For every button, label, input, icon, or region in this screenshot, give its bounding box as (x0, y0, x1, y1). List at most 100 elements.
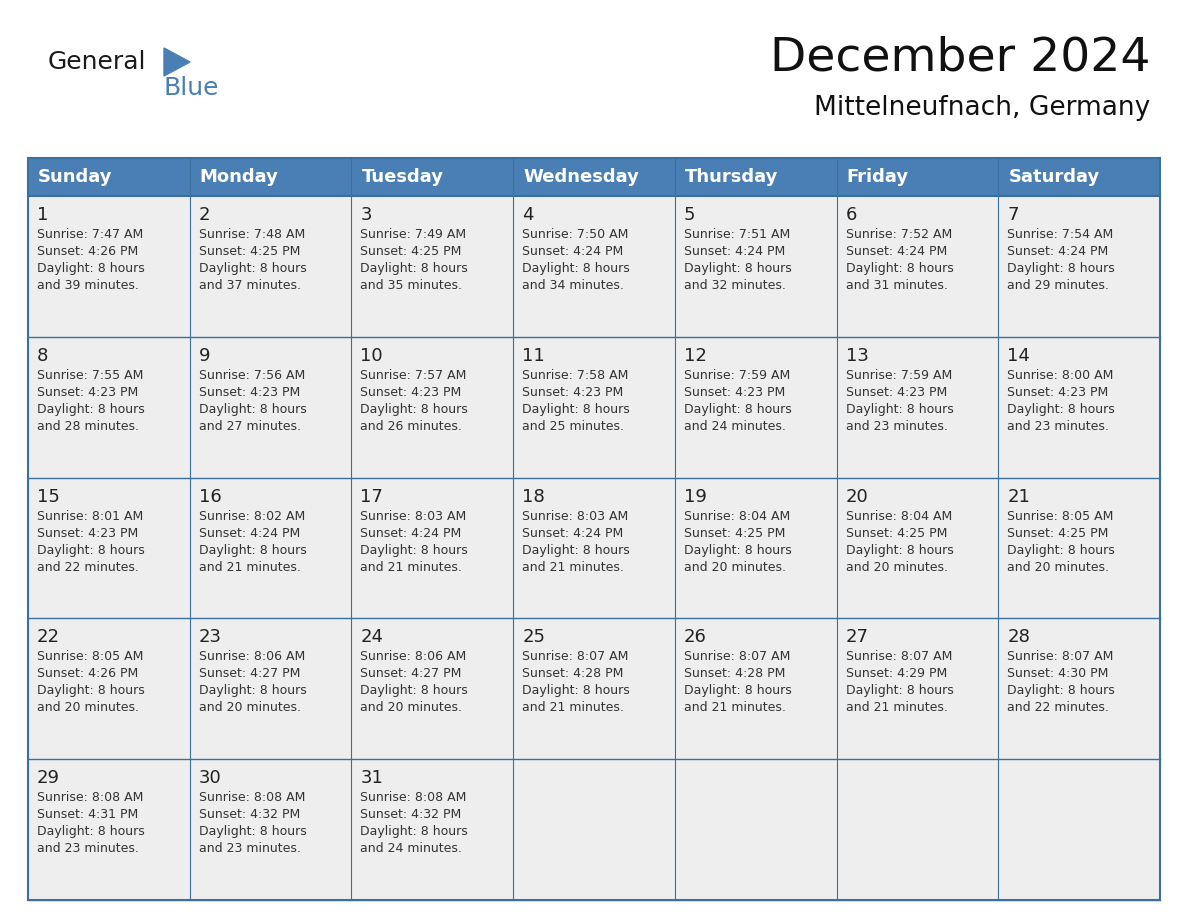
Text: Sunrise: 8:07 AM: Sunrise: 8:07 AM (846, 650, 952, 664)
Bar (836, 158, 998, 196)
Text: Daylight: 8 hours: Daylight: 8 hours (360, 685, 468, 698)
Text: Sunset: 4:28 PM: Sunset: 4:28 PM (523, 667, 624, 680)
Text: and 34 minutes.: and 34 minutes. (523, 279, 624, 292)
Text: Sunrise: 8:04 AM: Sunrise: 8:04 AM (684, 509, 790, 522)
Text: 18: 18 (523, 487, 545, 506)
Text: Daylight: 8 hours: Daylight: 8 hours (37, 543, 145, 556)
Text: Daylight: 8 hours: Daylight: 8 hours (846, 262, 953, 275)
Text: 6: 6 (846, 206, 857, 224)
Text: Sunset: 4:24 PM: Sunset: 4:24 PM (684, 245, 785, 258)
Text: 8: 8 (37, 347, 49, 364)
Text: Sunrise: 8:08 AM: Sunrise: 8:08 AM (198, 791, 305, 804)
Text: and 21 minutes.: and 21 minutes. (198, 561, 301, 574)
Text: Daylight: 8 hours: Daylight: 8 hours (198, 262, 307, 275)
Text: and 27 minutes.: and 27 minutes. (198, 420, 301, 432)
Text: Sunday: Sunday (38, 168, 113, 186)
Text: 15: 15 (37, 487, 59, 506)
Text: Sunrise: 7:48 AM: Sunrise: 7:48 AM (198, 228, 305, 241)
Text: Sunrise: 8:08 AM: Sunrise: 8:08 AM (37, 791, 144, 804)
Text: and 23 minutes.: and 23 minutes. (37, 842, 139, 856)
Text: and 26 minutes.: and 26 minutes. (360, 420, 462, 432)
Text: Daylight: 8 hours: Daylight: 8 hours (37, 262, 145, 275)
Text: Daylight: 8 hours: Daylight: 8 hours (846, 403, 953, 416)
Text: Tuesday: Tuesday (361, 168, 443, 186)
Text: and 28 minutes.: and 28 minutes. (37, 420, 139, 432)
Text: Sunset: 4:23 PM: Sunset: 4:23 PM (37, 527, 138, 540)
Text: and 23 minutes.: and 23 minutes. (846, 420, 948, 432)
Text: Sunset: 4:32 PM: Sunset: 4:32 PM (198, 808, 299, 822)
Text: 13: 13 (846, 347, 868, 364)
Text: Friday: Friday (847, 168, 909, 186)
Text: Sunrise: 7:47 AM: Sunrise: 7:47 AM (37, 228, 144, 241)
Text: 1: 1 (37, 206, 49, 224)
Text: Daylight: 8 hours: Daylight: 8 hours (360, 543, 468, 556)
Text: December 2024: December 2024 (770, 36, 1150, 81)
Text: and 24 minutes.: and 24 minutes. (684, 420, 785, 432)
Text: Daylight: 8 hours: Daylight: 8 hours (523, 685, 630, 698)
Bar (998, 158, 1159, 196)
Text: Daylight: 8 hours: Daylight: 8 hours (523, 403, 630, 416)
Text: Daylight: 8 hours: Daylight: 8 hours (1007, 543, 1116, 556)
Text: and 23 minutes.: and 23 minutes. (198, 842, 301, 856)
Text: and 35 minutes.: and 35 minutes. (360, 279, 462, 292)
Text: and 25 minutes.: and 25 minutes. (523, 420, 624, 432)
Text: Sunrise: 8:05 AM: Sunrise: 8:05 AM (1007, 509, 1113, 522)
Text: and 37 minutes.: and 37 minutes. (198, 279, 301, 292)
Text: and 20 minutes.: and 20 minutes. (198, 701, 301, 714)
Text: Daylight: 8 hours: Daylight: 8 hours (37, 685, 145, 698)
Text: Sunrise: 8:02 AM: Sunrise: 8:02 AM (198, 509, 305, 522)
Text: Sunset: 4:27 PM: Sunset: 4:27 PM (360, 667, 462, 680)
Text: Daylight: 8 hours: Daylight: 8 hours (360, 262, 468, 275)
Text: 29: 29 (37, 769, 61, 788)
Text: Daylight: 8 hours: Daylight: 8 hours (1007, 403, 1116, 416)
Text: Daylight: 8 hours: Daylight: 8 hours (523, 543, 630, 556)
Bar (513, 158, 675, 196)
Bar (29, 196, 1159, 900)
Text: Sunset: 4:23 PM: Sunset: 4:23 PM (1007, 386, 1108, 398)
Text: 21: 21 (1007, 487, 1030, 506)
Text: Sunrise: 7:55 AM: Sunrise: 7:55 AM (37, 369, 144, 382)
Text: and 22 minutes.: and 22 minutes. (37, 561, 139, 574)
Text: Wednesday: Wednesday (523, 168, 639, 186)
Text: Sunset: 4:25 PM: Sunset: 4:25 PM (846, 527, 947, 540)
Text: General: General (48, 50, 146, 74)
Text: 9: 9 (198, 347, 210, 364)
Text: Sunset: 4:26 PM: Sunset: 4:26 PM (37, 245, 138, 258)
Text: Monday: Monday (200, 168, 279, 186)
Text: and 21 minutes.: and 21 minutes. (846, 701, 948, 714)
Text: 31: 31 (360, 769, 384, 788)
Text: Daylight: 8 hours: Daylight: 8 hours (1007, 262, 1116, 275)
Text: 11: 11 (523, 347, 545, 364)
Text: and 20 minutes.: and 20 minutes. (1007, 561, 1110, 574)
Text: Daylight: 8 hours: Daylight: 8 hours (198, 685, 307, 698)
Text: Sunrise: 8:07 AM: Sunrise: 8:07 AM (523, 650, 628, 664)
Text: and 29 minutes.: and 29 minutes. (1007, 279, 1110, 292)
Text: Daylight: 8 hours: Daylight: 8 hours (684, 543, 791, 556)
Text: 4: 4 (523, 206, 533, 224)
Text: 10: 10 (360, 347, 383, 364)
Bar (352, 158, 513, 196)
Text: Daylight: 8 hours: Daylight: 8 hours (198, 543, 307, 556)
Text: 24: 24 (360, 629, 384, 646)
Text: Sunset: 4:23 PM: Sunset: 4:23 PM (684, 386, 785, 398)
Text: Blue: Blue (163, 76, 219, 100)
Text: 30: 30 (198, 769, 221, 788)
Text: Sunrise: 7:54 AM: Sunrise: 7:54 AM (1007, 228, 1113, 241)
Text: Sunset: 4:25 PM: Sunset: 4:25 PM (684, 527, 785, 540)
Text: Thursday: Thursday (684, 168, 778, 186)
Text: and 20 minutes.: and 20 minutes. (684, 561, 785, 574)
Text: Sunset: 4:25 PM: Sunset: 4:25 PM (360, 245, 462, 258)
Text: and 20 minutes.: and 20 minutes. (846, 561, 948, 574)
Text: and 21 minutes.: and 21 minutes. (523, 561, 624, 574)
Bar (29, 158, 190, 196)
Text: 12: 12 (684, 347, 707, 364)
Text: Sunset: 4:24 PM: Sunset: 4:24 PM (198, 527, 299, 540)
Text: and 20 minutes.: and 20 minutes. (360, 701, 462, 714)
Text: Daylight: 8 hours: Daylight: 8 hours (684, 403, 791, 416)
Text: and 31 minutes.: and 31 minutes. (846, 279, 948, 292)
Bar (29, 158, 1159, 900)
Text: 19: 19 (684, 487, 707, 506)
Text: Sunrise: 7:57 AM: Sunrise: 7:57 AM (360, 369, 467, 382)
Bar (190, 158, 352, 196)
Text: and 22 minutes.: and 22 minutes. (1007, 701, 1110, 714)
